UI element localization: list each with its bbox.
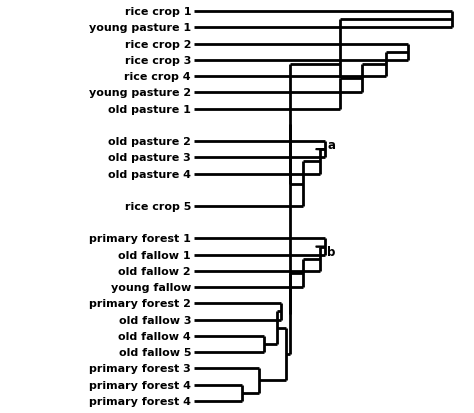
Text: primary forest 4: primary forest 4 — [89, 380, 191, 389]
Text: old pasture 4: old pasture 4 — [108, 169, 191, 179]
Text: primary forest 3: primary forest 3 — [89, 363, 191, 373]
Text: rice crop 3: rice crop 3 — [125, 56, 191, 66]
Text: rice crop 5: rice crop 5 — [125, 202, 191, 211]
Text: primary forest 2: primary forest 2 — [89, 299, 191, 309]
Text: rice crop 1: rice crop 1 — [125, 7, 191, 17]
Text: primary forest 1: primary forest 1 — [89, 234, 191, 244]
Text: old fallow 5: old fallow 5 — [118, 347, 191, 357]
Text: old fallow 4: old fallow 4 — [118, 331, 191, 341]
Text: rice crop 4: rice crop 4 — [125, 72, 191, 82]
Text: b: b — [327, 245, 336, 258]
Text: old fallow 1: old fallow 1 — [118, 250, 191, 260]
Text: primary forest 4: primary forest 4 — [89, 396, 191, 406]
Text: old pasture 2: old pasture 2 — [108, 137, 191, 147]
Text: young pasture 2: young pasture 2 — [89, 88, 191, 98]
Text: old pasture 3: old pasture 3 — [109, 153, 191, 163]
Text: old fallow 3: old fallow 3 — [118, 315, 191, 325]
Text: old fallow 2: old fallow 2 — [118, 266, 191, 276]
Text: young fallow: young fallow — [111, 282, 191, 292]
Text: rice crop 2: rice crop 2 — [125, 40, 191, 50]
Text: old pasture 1: old pasture 1 — [108, 104, 191, 114]
Text: young pasture 1: young pasture 1 — [89, 24, 191, 33]
Text: a: a — [327, 138, 335, 152]
